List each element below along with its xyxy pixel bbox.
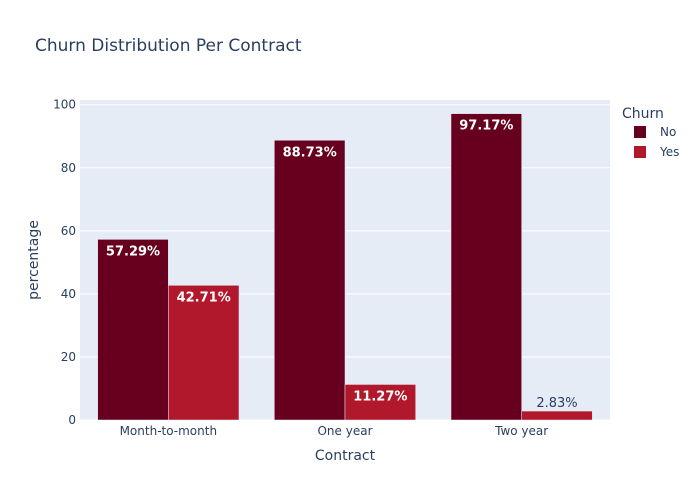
data-label: 42.71%	[177, 290, 231, 305]
x-axis-ticks: Month-to-month One year Two year	[120, 424, 549, 438]
data-label: 11.27%	[353, 389, 407, 404]
legend-swatch-no	[634, 126, 646, 138]
x-axis-title: Contract	[315, 448, 376, 464]
bars	[97, 113, 593, 421]
y-axis-ticks: 0 20 40 60 80 100	[53, 98, 76, 427]
legend: Churn No Yes	[622, 106, 679, 159]
data-labels: 57.29% 42.71% 88.73% 11.27% 97.17% 2.83%	[106, 119, 578, 411]
x-tick-label: Two year	[494, 424, 548, 438]
legend-item-label: Yes	[659, 145, 679, 159]
bar-no-0	[97, 239, 169, 421]
y-tick-label: 80	[61, 161, 76, 175]
data-label: 57.29%	[106, 244, 160, 259]
bar-no-1	[274, 140, 346, 421]
legend-title: Churn	[622, 106, 664, 122]
y-tick-label: 60	[61, 224, 76, 238]
bar-yes-1	[344, 384, 416, 421]
legend-swatch-yes	[634, 146, 646, 158]
chart-title: Churn Distribution Per Contract	[35, 36, 302, 56]
bar-yes-0	[168, 285, 240, 421]
y-tick-label: 100	[53, 98, 76, 112]
y-tick-label: 20	[61, 350, 76, 364]
data-label: 88.73%	[283, 145, 337, 160]
legend-item-label: No	[660, 125, 676, 139]
x-tick-label: Month-to-month	[120, 424, 218, 438]
data-label: 2.83%	[536, 396, 577, 411]
data-label: 97.17%	[459, 119, 513, 134]
bar-no-2	[450, 113, 522, 421]
y-axis-title: percentage	[26, 220, 42, 300]
x-tick-label: One year	[317, 424, 372, 438]
bar-yes-2	[521, 410, 593, 421]
y-tick-label: 40	[61, 287, 76, 301]
y-tick-label: 0	[68, 413, 76, 427]
